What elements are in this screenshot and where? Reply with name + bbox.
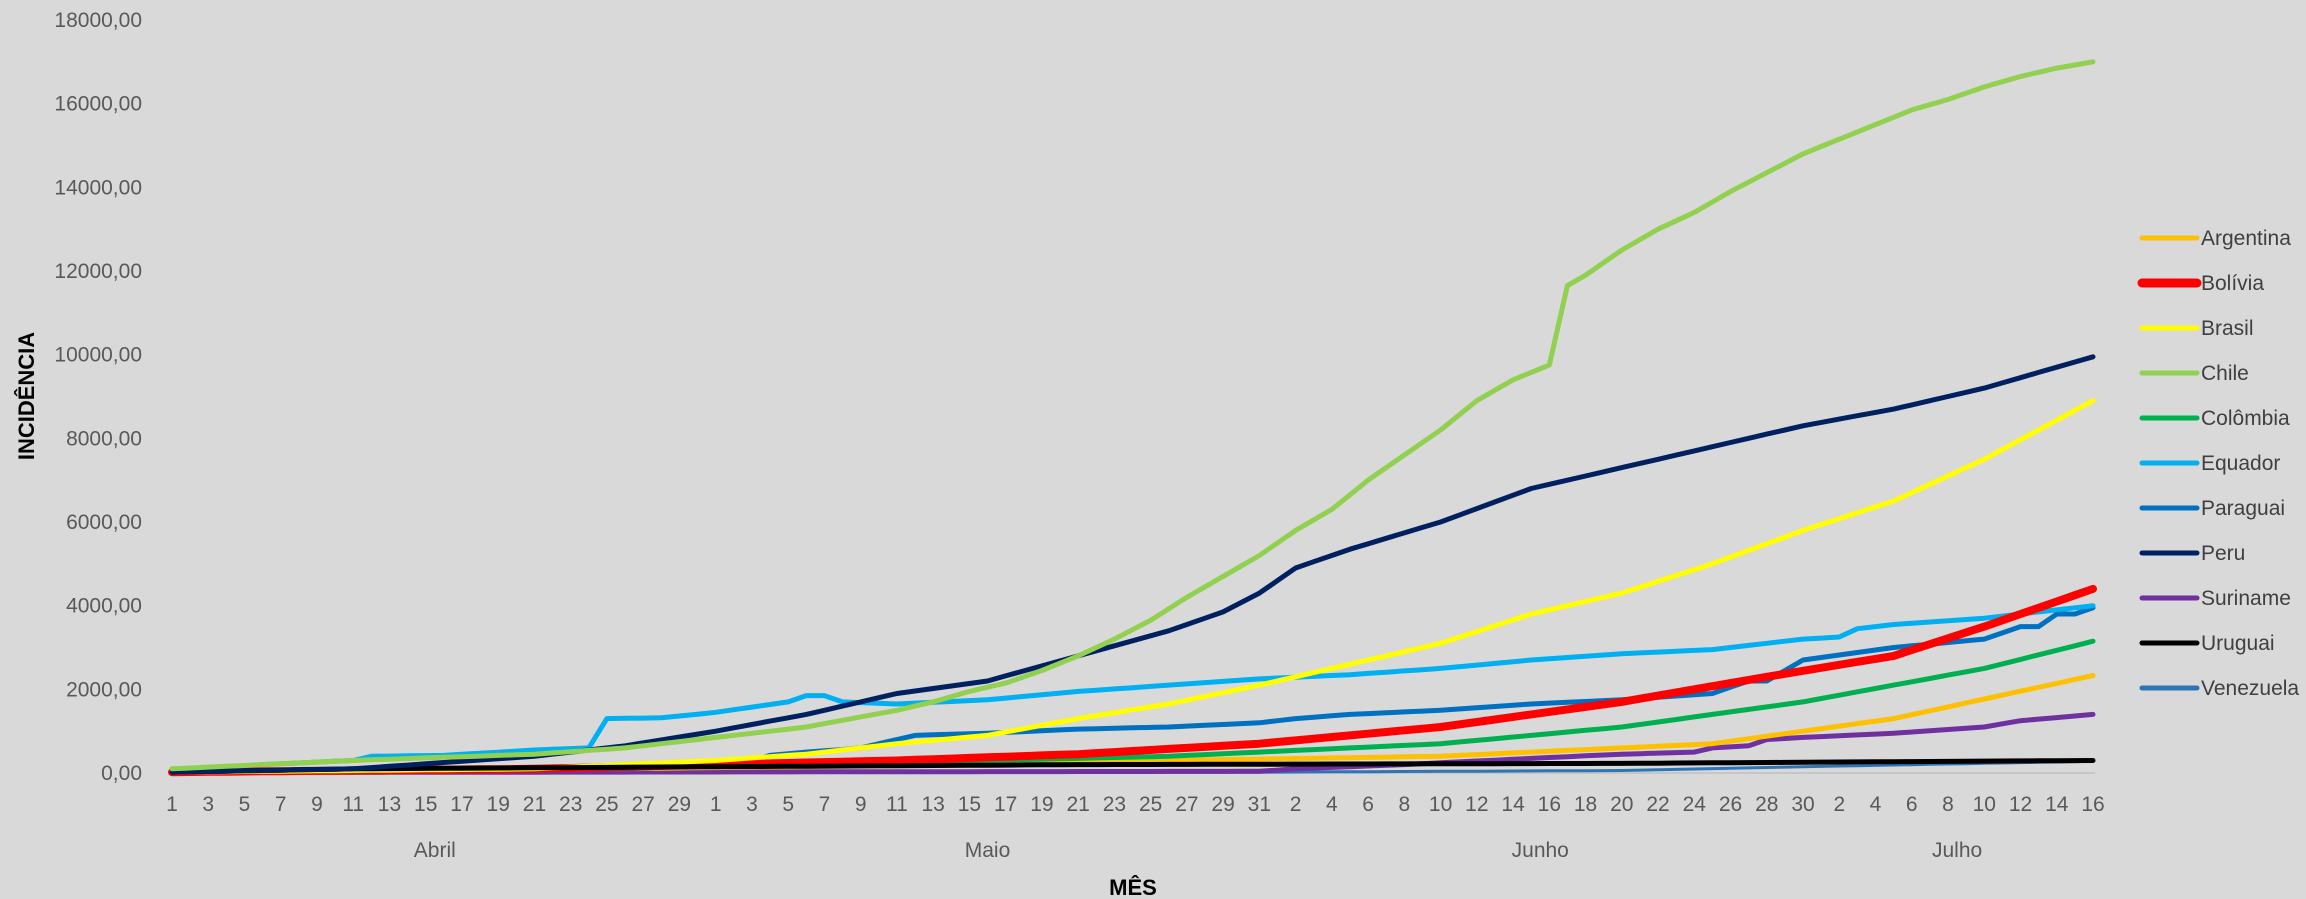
x-tick-label: 23 — [559, 793, 582, 816]
x-tick-label: 21 — [523, 793, 546, 816]
x-tick-label: 1 — [710, 793, 722, 816]
x-tick-label: 12 — [2009, 793, 2032, 816]
legend-label: Chile — [2201, 362, 2249, 385]
x-tick-label: 24 — [1683, 793, 1707, 816]
x-tick-label: 11 — [886, 793, 908, 816]
x-tick-label: 8 — [1398, 793, 1410, 816]
x-tick-label: 2 — [1833, 793, 1845, 816]
x-tick-label: 28 — [1755, 793, 1778, 816]
x-tick-label: 8 — [1942, 793, 1954, 816]
y-tick-label: 16000,00 — [54, 93, 142, 116]
y-tick-label: 4000,00 — [66, 595, 142, 618]
legend-label: Uruguai — [2201, 632, 2275, 655]
x-axis-title: MÊS — [1109, 875, 1157, 899]
y-axis-title: INCIDÊNCIA — [14, 332, 39, 460]
y-tick-label: 10000,00 — [54, 344, 142, 367]
x-tick-label: 10 — [1429, 793, 1452, 816]
legend-label: Argentina — [2201, 227, 2291, 250]
x-tick-label: 9 — [855, 793, 867, 816]
legend-label: Suriname — [2201, 587, 2291, 610]
x-tick-label: 29 — [1211, 793, 1234, 816]
y-axis-ticks: 0,00 2000,00 4000,00 6000,00 8000,00 10000,00… — [54, 9, 142, 785]
series-line-peru — [169, 354, 2096, 775]
y-tick-label: 6000,00 — [66, 511, 142, 534]
x-tick-label: 3 — [202, 793, 214, 816]
x-tick-label: 7 — [819, 793, 831, 816]
x-tick-label: 16 — [1538, 793, 1561, 816]
x-tick-label: 23 — [1103, 793, 1126, 816]
series-line-bolívia — [168, 584, 2097, 777]
x-tick-label: 1 — [166, 793, 178, 816]
x-tick-label: 15 — [414, 793, 437, 816]
legend-label: Venezuela — [2201, 677, 2299, 700]
y-tick-label: 8000,00 — [66, 427, 142, 450]
x-tick-label: 9 — [311, 793, 323, 816]
month-label: Maio — [965, 839, 1011, 862]
series-line-chile — [169, 59, 2096, 772]
legend-label: Paraguai — [2201, 497, 2285, 520]
x-tick-label: 11 — [342, 793, 364, 816]
legend: Argentina Bolívia Brasil Chile Colômbia Equad… — [2137, 227, 2299, 700]
x-tick-label: 17 — [450, 793, 473, 816]
x-tick-label: 6 — [1362, 793, 1374, 816]
legend-label: Peru — [2201, 542, 2245, 565]
x-tick-label: 20 — [1610, 793, 1633, 816]
series-line-equador — [169, 603, 2096, 774]
x-tick-label: 25 — [1139, 793, 1162, 816]
x-tick-label: 7 — [275, 793, 287, 816]
y-tick-label: 12000,00 — [54, 260, 142, 283]
y-tick-label: 0,00 — [101, 762, 142, 785]
x-tick-label: 19 — [1030, 793, 1053, 816]
x-tick-label: 19 — [487, 793, 510, 816]
x-tick-label: 18 — [1574, 793, 1597, 816]
legend-label: Equador — [2201, 452, 2280, 475]
series-line-uruguai — [169, 758, 2096, 775]
x-tick-label: 5 — [239, 793, 251, 816]
x-tick-label: 31 — [1248, 793, 1271, 816]
legend-label: Brasil — [2201, 317, 2254, 340]
x-tick-label: 5 — [782, 793, 794, 816]
x-tick-label: 27 — [632, 793, 655, 816]
x-tick-label: 13 — [921, 793, 944, 816]
x-tick-label: 3 — [746, 793, 758, 816]
x-tick-label: 21 — [1066, 793, 1089, 816]
y-tick-label: 18000,00 — [54, 9, 142, 32]
x-tick-label: 4 — [1326, 793, 1338, 816]
x-tick-label: 14 — [1501, 793, 1525, 816]
x-tick-label: 27 — [1175, 793, 1198, 816]
x-tick-label: 22 — [1646, 793, 1669, 816]
x-axis-ticks: 1 3 5 7 9 11 13 15 17 19 21 23 25 27 29 1 3 5 7 9 11 13 15 17 19… — [166, 793, 2105, 816]
month-label: Junho — [1512, 839, 1569, 862]
series-lines — [168, 59, 2097, 777]
month-label: Abril — [414, 839, 456, 862]
month-label: Julho — [1932, 839, 1982, 862]
x-tick-label: 10 — [1973, 793, 1996, 816]
y-tick-label: 2000,00 — [66, 678, 142, 701]
x-tick-label: 4 — [1870, 793, 1882, 816]
legend-label: Colômbia — [2201, 407, 2290, 430]
x-tick-label: 2 — [1290, 793, 1302, 816]
legend-label: Bolívia — [2201, 272, 2264, 295]
y-tick-label: 14000,00 — [54, 176, 142, 199]
x-tick-label: 25 — [595, 793, 618, 816]
x-tick-label: 14 — [2045, 793, 2069, 816]
x-tick-label: 30 — [1791, 793, 1814, 816]
month-labels: Abril Maio Junho Julho — [414, 839, 1982, 862]
x-tick-label: 29 — [668, 793, 691, 816]
x-tick-label: 17 — [994, 793, 1017, 816]
x-tick-label: 13 — [378, 793, 401, 816]
x-tick-label: 26 — [1719, 793, 1742, 816]
x-tick-label: 15 — [958, 793, 981, 816]
x-tick-label: 16 — [2081, 793, 2104, 816]
series-line-brasil — [169, 398, 2096, 775]
x-tick-label: 6 — [1906, 793, 1918, 816]
x-tick-label: 12 — [1465, 793, 1488, 816]
